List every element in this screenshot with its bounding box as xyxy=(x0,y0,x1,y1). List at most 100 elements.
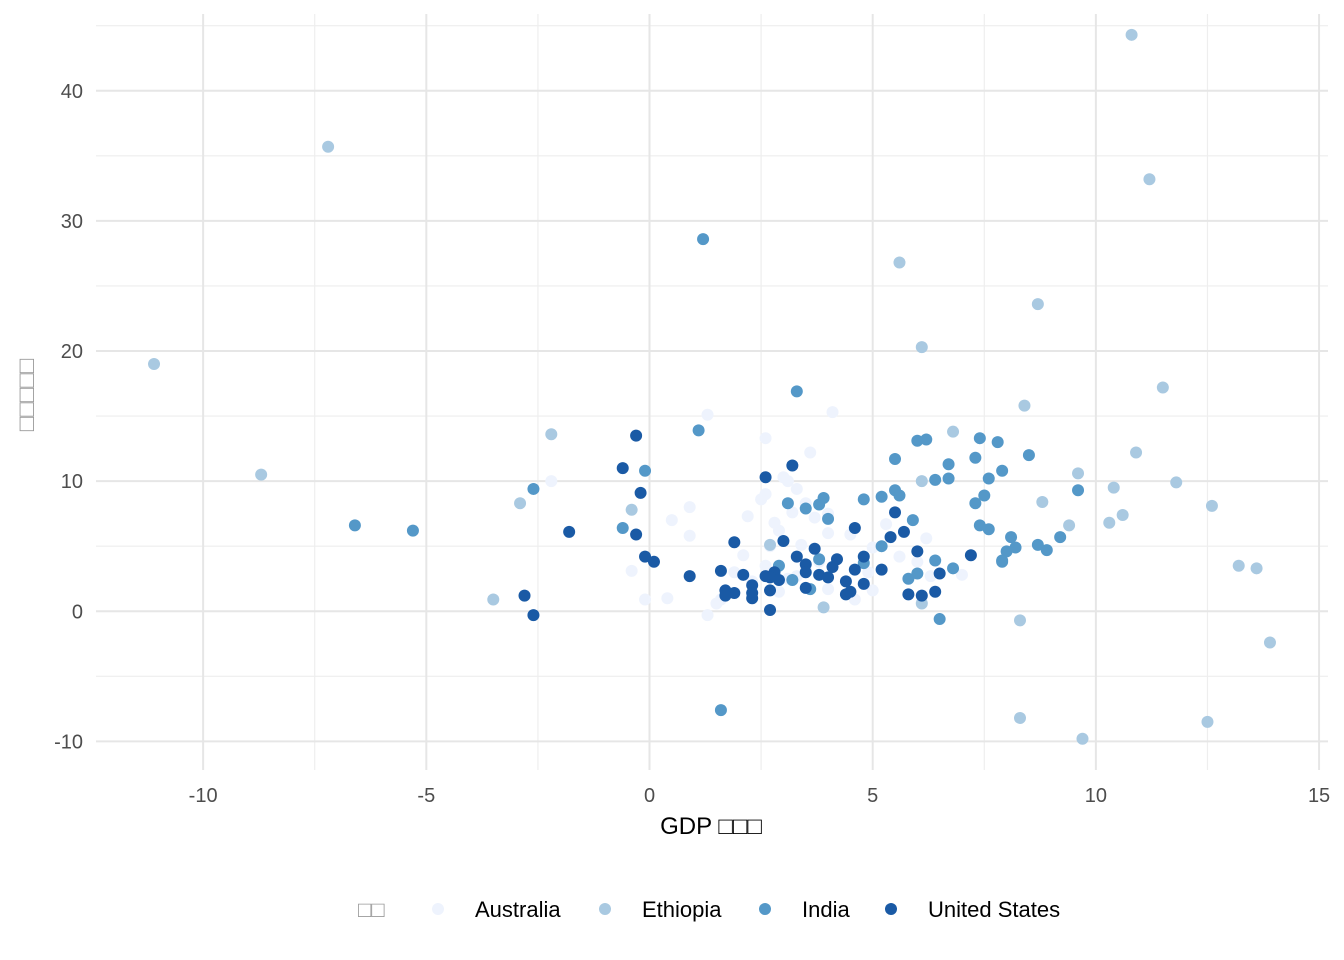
x-tick-label: -10 xyxy=(189,785,218,807)
data-point xyxy=(639,593,652,606)
data-point xyxy=(897,525,910,538)
data-point xyxy=(764,538,777,551)
legend-label: Ethiopia xyxy=(642,897,722,922)
data-point xyxy=(737,568,750,581)
data-point xyxy=(322,140,335,153)
data-point xyxy=(839,575,852,588)
data-point xyxy=(929,473,942,486)
data-point xyxy=(514,497,527,510)
data-point xyxy=(822,571,835,584)
data-point xyxy=(862,566,875,579)
data-point xyxy=(1040,544,1053,557)
data-point xyxy=(148,358,161,371)
data-point xyxy=(911,567,924,580)
data-point xyxy=(848,521,861,534)
data-point xyxy=(920,433,933,446)
data-point xyxy=(625,503,638,516)
series-ethiopia xyxy=(148,28,1276,745)
data-point xyxy=(947,425,960,438)
data-point xyxy=(1072,467,1085,480)
data-point xyxy=(741,510,754,523)
data-point xyxy=(889,453,902,466)
data-point xyxy=(857,493,870,506)
data-point xyxy=(826,406,839,419)
data-point xyxy=(875,563,888,576)
data-point xyxy=(880,518,893,531)
data-point xyxy=(893,489,906,502)
data-point xyxy=(714,564,727,577)
data-point xyxy=(1014,614,1026,627)
data-point xyxy=(991,436,1004,449)
data-point xyxy=(746,592,759,605)
data-point xyxy=(616,462,629,475)
x-tick-label: 10 xyxy=(1085,785,1107,807)
data-point xyxy=(701,609,714,622)
data-point xyxy=(772,574,785,587)
data-point xyxy=(616,521,629,534)
data-point xyxy=(1005,531,1018,544)
data-point xyxy=(790,482,803,495)
data-point xyxy=(844,585,857,598)
data-point xyxy=(978,489,991,502)
data-point xyxy=(781,475,794,488)
data-point xyxy=(661,592,674,605)
data-point xyxy=(518,589,531,602)
data-point xyxy=(683,529,696,542)
data-point xyxy=(630,528,643,541)
data-point xyxy=(683,570,696,583)
data-point xyxy=(710,597,723,610)
data-point xyxy=(973,519,986,532)
data-point xyxy=(804,446,817,459)
data-point xyxy=(915,475,928,488)
data-point xyxy=(755,493,768,506)
data-point xyxy=(719,589,732,602)
data-point xyxy=(920,532,933,545)
data-point xyxy=(893,256,906,269)
data-point xyxy=(1205,499,1218,512)
data-point xyxy=(808,511,821,524)
data-point xyxy=(1072,484,1085,497)
data-point xyxy=(1014,711,1026,724)
y-tick-label: 10 xyxy=(61,471,83,493)
data-point xyxy=(822,512,835,525)
x-tick-label: 15 xyxy=(1308,785,1330,807)
data-point xyxy=(737,549,750,562)
data-point xyxy=(759,432,772,445)
data-point xyxy=(1232,559,1245,572)
data-point xyxy=(955,568,968,581)
data-point xyxy=(911,545,924,558)
x-axis-ticks: -10 -5 0 5 10 15 xyxy=(189,785,1331,807)
data-point xyxy=(1022,449,1035,462)
data-point xyxy=(647,555,660,568)
data-point xyxy=(964,549,977,562)
data-point xyxy=(545,475,558,488)
data-point xyxy=(634,486,647,499)
data-point xyxy=(1103,516,1116,529)
data-point xyxy=(915,341,928,354)
data-point xyxy=(527,609,540,622)
data-point xyxy=(813,498,826,511)
data-point xyxy=(406,524,419,537)
y-tick-label: 0 xyxy=(72,601,83,623)
legend-key xyxy=(759,903,771,915)
data-point xyxy=(996,464,1009,477)
data-point xyxy=(942,458,955,471)
data-point xyxy=(1076,732,1089,745)
data-point xyxy=(683,501,696,514)
data-point xyxy=(1156,381,1169,394)
data-point xyxy=(1000,545,1013,558)
data-point xyxy=(768,516,781,529)
data-point xyxy=(973,432,986,445)
x-tick-label: 0 xyxy=(644,785,655,807)
data-point xyxy=(826,561,839,574)
data-point xyxy=(1107,481,1120,494)
data-point xyxy=(1031,298,1044,311)
legend-label: Australia xyxy=(475,897,561,922)
data-point xyxy=(487,593,500,606)
data-point xyxy=(764,603,777,616)
data-point xyxy=(929,554,942,567)
legend-key xyxy=(599,903,611,915)
data-point xyxy=(969,497,982,510)
data-point xyxy=(822,583,835,596)
